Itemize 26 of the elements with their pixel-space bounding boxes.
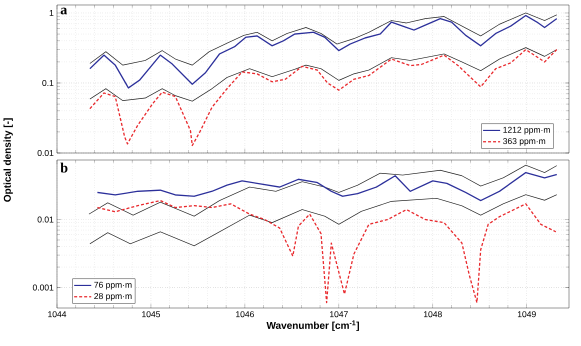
line-series [90, 12, 558, 66]
x-tick-label: 1049 [518, 311, 536, 318]
x-tick-label: 1048 [424, 311, 442, 318]
legend-label: 1212 ppm·m [503, 126, 550, 134]
line-series [89, 48, 558, 146]
x-tick-label: 1046 [236, 311, 254, 318]
y-tick-label: 0.01 [38, 216, 54, 223]
legend-label: 28 ppm·m [94, 293, 132, 301]
y-tick-label: 0.001 [32, 284, 54, 291]
line-series [90, 194, 558, 246]
line-series [88, 164, 558, 217]
line-series [90, 47, 558, 102]
annotation: b [60, 162, 68, 173]
legend-label: 76 ppm·m [94, 282, 132, 290]
x-tick-label: 1045 [142, 311, 160, 318]
y-axis-title: Optical density [-] [4, 118, 13, 202]
y-tick-label: 0.01 [38, 150, 54, 156]
legend-label: 363 ppm·m [503, 138, 546, 146]
y-tick-label: 0.1 [42, 80, 54, 86]
annotation: a [60, 8, 68, 14]
x-tick-label: 1047 [330, 311, 348, 318]
y-tick-label: 1 [50, 10, 54, 16]
line-series [89, 14, 558, 89]
x-tick-label: 1044 [48, 311, 66, 318]
x-axis-title: Wavenumber [cm$^{-1}$] [266, 320, 359, 331]
line-series [96, 172, 558, 202]
